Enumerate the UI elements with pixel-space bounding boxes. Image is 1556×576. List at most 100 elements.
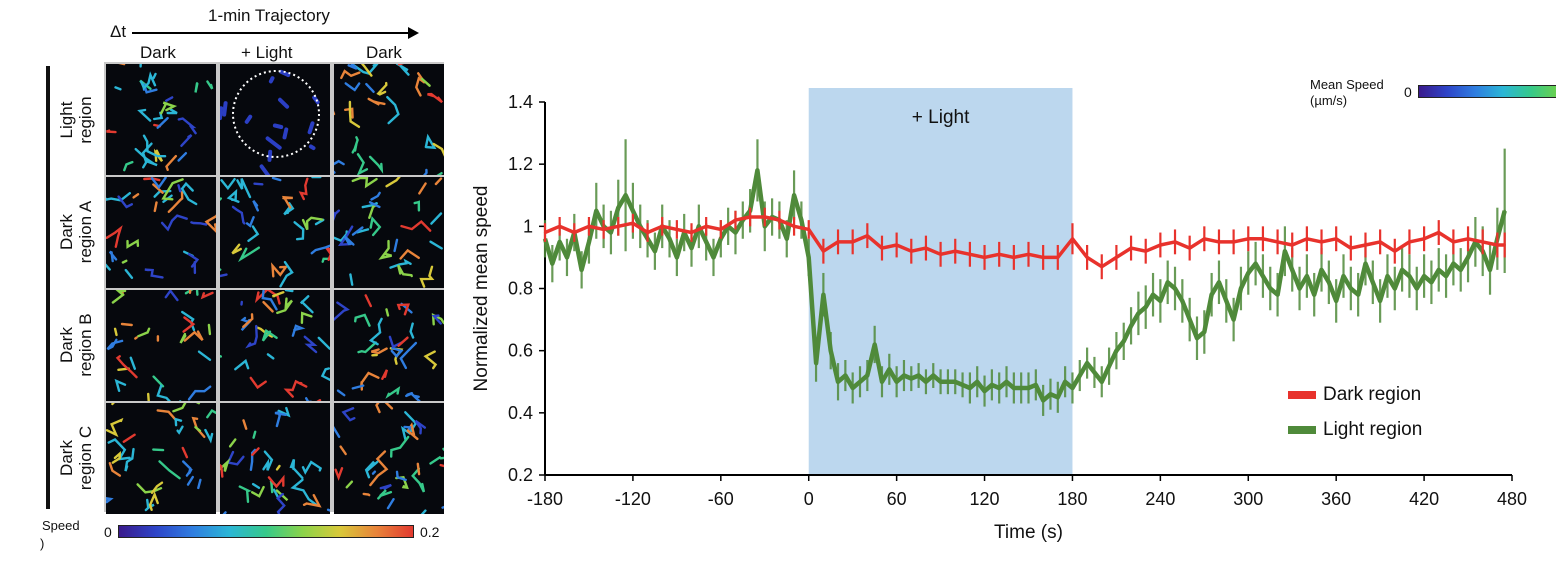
light-region-point bbox=[1195, 337, 1199, 340]
dark-region-point bbox=[1217, 240, 1221, 244]
dark-region-point bbox=[1129, 246, 1133, 250]
light-region-point bbox=[617, 206, 620, 209]
light-region-point bbox=[1049, 392, 1052, 396]
column-label-dark-2: Dark bbox=[366, 43, 402, 62]
dark-region-point bbox=[792, 225, 796, 228]
light-region-point bbox=[976, 380, 979, 383]
dark-region-point bbox=[675, 228, 679, 231]
light-region-point bbox=[1386, 274, 1389, 278]
light-region-point bbox=[1408, 274, 1411, 278]
dark-region-point bbox=[1056, 256, 1060, 259]
legend-swatch-light-region bbox=[1288, 426, 1316, 434]
dark-region-point bbox=[1115, 256, 1118, 259]
light-region-point bbox=[1056, 396, 1060, 399]
dark-region-point bbox=[983, 256, 986, 259]
light-region-point bbox=[1400, 268, 1404, 272]
dark-region-point bbox=[763, 215, 766, 219]
light-region-point bbox=[1012, 386, 1016, 390]
light-region-point bbox=[1085, 361, 1089, 365]
light-region-point bbox=[1437, 268, 1440, 272]
light-region-point bbox=[1430, 281, 1433, 284]
light-region-point bbox=[1334, 299, 1338, 303]
y-tick-label: 0.2 bbox=[508, 465, 533, 485]
trajectory-image-r3-c2 bbox=[220, 290, 330, 401]
dark-region-point bbox=[1393, 250, 1396, 253]
dark-region-point bbox=[1041, 256, 1045, 259]
light-region-point bbox=[1041, 399, 1045, 402]
light-region-point bbox=[1107, 365, 1111, 368]
speed-colorbar-label-unit: ) bbox=[40, 536, 45, 551]
x-tick-label: 120 bbox=[970, 489, 1000, 509]
light-period-shade bbox=[808, 88, 1073, 475]
light-region-point bbox=[785, 237, 788, 240]
light-region-point bbox=[807, 256, 810, 259]
light-region-point bbox=[836, 380, 840, 383]
light-region-point bbox=[1181, 299, 1184, 303]
light-region-point bbox=[1100, 380, 1103, 383]
column-label-light: + Light bbox=[241, 43, 293, 62]
left-bracket-bar bbox=[46, 66, 50, 509]
light-region-point bbox=[1313, 293, 1316, 296]
dark-region-point bbox=[1232, 240, 1235, 244]
light-region-point bbox=[1422, 274, 1426, 278]
dark-region-point bbox=[778, 218, 781, 222]
dark-region-point bbox=[602, 228, 605, 231]
light-region-point bbox=[800, 218, 803, 222]
light-region-point bbox=[690, 246, 693, 250]
light-region-point bbox=[968, 386, 972, 390]
y-tick-label: 1.2 bbox=[508, 154, 533, 174]
light-region-point bbox=[1122, 340, 1125, 343]
dark-region-point bbox=[734, 218, 737, 222]
light-region-point bbox=[565, 256, 569, 259]
trajectory-image-r1-c3 bbox=[334, 64, 444, 175]
dark-region-point bbox=[587, 225, 591, 228]
dark-region-point bbox=[822, 250, 825, 253]
light-region-point bbox=[873, 343, 876, 346]
y-tick-label: 0.8 bbox=[508, 279, 533, 299]
light-region-point bbox=[1210, 293, 1213, 296]
light-region-point bbox=[1166, 281, 1169, 284]
dark-region-point bbox=[661, 225, 664, 228]
light-region-point bbox=[844, 374, 847, 377]
light-region-point bbox=[858, 380, 862, 383]
light-region-point bbox=[983, 389, 986, 393]
light-region-point bbox=[1071, 386, 1074, 390]
dark-region-point bbox=[807, 228, 810, 231]
light-region-point bbox=[595, 209, 598, 212]
light-region-point bbox=[1283, 250, 1287, 253]
dark-region-point bbox=[1071, 237, 1074, 240]
trajectory-image-r1-c1 bbox=[106, 64, 216, 175]
dark-region-point bbox=[1173, 240, 1177, 244]
light-region-point bbox=[1159, 299, 1162, 303]
x-tick-label: -180 bbox=[527, 489, 563, 509]
legend-label-light-region: Light region bbox=[1323, 419, 1422, 440]
dark-region-point bbox=[1159, 243, 1162, 247]
dark-region-point bbox=[1100, 265, 1103, 268]
light-region-point bbox=[1078, 374, 1081, 377]
speed-colorbar-min: 0 bbox=[104, 524, 112, 540]
delta-t-label: Δt bbox=[110, 22, 127, 41]
light-region-point bbox=[1144, 305, 1147, 309]
light-region-point bbox=[1298, 287, 1301, 290]
light-region-point bbox=[1349, 287, 1353, 290]
light-region-point bbox=[1371, 281, 1375, 284]
y-tick-label: 0.6 bbox=[508, 341, 533, 361]
light-region-point bbox=[1291, 268, 1294, 272]
light-region-point bbox=[704, 240, 708, 244]
dark-region-point bbox=[939, 253, 942, 256]
dark-region-point bbox=[1349, 246, 1353, 250]
light-region-point bbox=[1378, 299, 1382, 303]
legend-swatch-dark-region bbox=[1288, 391, 1316, 399]
light-region-point bbox=[1305, 274, 1309, 278]
y-axis-label: Normalized mean speed bbox=[471, 186, 492, 392]
dark-region-point bbox=[1334, 237, 1338, 240]
mean-speed-min: 0 bbox=[1404, 84, 1412, 100]
x-tick-label: 300 bbox=[1233, 489, 1263, 509]
light-region-point bbox=[653, 250, 657, 253]
light-region-point bbox=[609, 231, 613, 234]
y-tick-label: 0.4 bbox=[508, 403, 533, 423]
light-region-point bbox=[631, 209, 635, 212]
x-tick-label: 60 bbox=[887, 489, 907, 509]
light-region-point bbox=[814, 361, 818, 365]
x-tick-label: 360 bbox=[1321, 489, 1351, 509]
